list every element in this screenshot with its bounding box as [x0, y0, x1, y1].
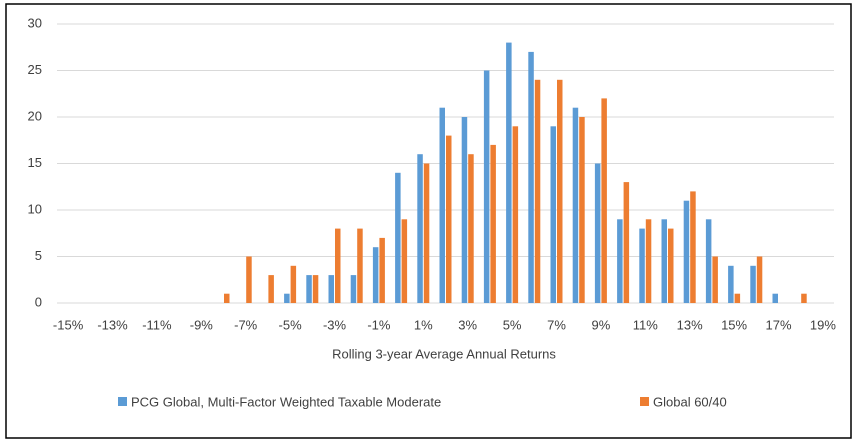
bar [224, 293, 230, 303]
bar [423, 163, 430, 303]
bar [268, 275, 274, 303]
bar [550, 126, 556, 303]
x-tick-label: 5% [503, 317, 522, 332]
bar [350, 275, 357, 303]
bar [335, 228, 341, 303]
x-tick-label: 11% [633, 317, 658, 332]
bar [623, 182, 630, 303]
bar [490, 144, 496, 303]
bar [357, 228, 363, 303]
bar [461, 117, 468, 303]
bar [572, 107, 579, 303]
bar [705, 219, 712, 303]
bar [284, 293, 290, 303]
bar [683, 200, 690, 303]
x-tick-label: -3% [323, 317, 347, 332]
bar [617, 219, 623, 303]
x-tick-label: 3% [458, 317, 477, 332]
bar [728, 265, 734, 303]
y-tick-label: 15 [28, 155, 42, 170]
bar [483, 70, 490, 303]
x-tick-label: -9% [190, 317, 214, 332]
bar [750, 265, 756, 303]
bar [801, 293, 807, 303]
bar [712, 256, 718, 303]
bar [534, 79, 541, 303]
x-tick-label: -13% [97, 317, 128, 332]
bar [528, 51, 534, 304]
y-tick-label: 10 [28, 201, 42, 216]
bar [512, 126, 519, 303]
bar [328, 275, 334, 303]
legend-label: Global 60/40 [653, 394, 727, 409]
x-axis-title: Rolling 3-year Average Annual Returns [332, 346, 556, 361]
bar [645, 219, 652, 303]
bar [290, 265, 297, 303]
bar [734, 293, 741, 303]
bar [594, 163, 601, 303]
x-tick-label: 13% [677, 317, 703, 332]
y-tick-label: 30 [28, 15, 42, 30]
bar [690, 191, 696, 303]
y-tick-label: 25 [28, 62, 42, 77]
bar [372, 247, 379, 303]
x-tick-label: -11% [142, 317, 172, 332]
x-tick-label: -5% [279, 317, 303, 332]
x-tick-label: 15% [721, 317, 747, 332]
bar [668, 228, 674, 303]
bar [306, 275, 312, 303]
x-tick-label: -7% [234, 317, 258, 332]
y-tick-label: 20 [28, 108, 42, 123]
bar [506, 42, 512, 303]
bar [579, 117, 585, 303]
bar [439, 107, 445, 303]
y-tick-label: 5 [35, 248, 42, 263]
x-tick-label: 17% [765, 317, 791, 332]
bar [756, 256, 763, 303]
legend-label: PCG Global, Multi-Factor Weighted Taxabl… [131, 394, 441, 409]
bar [772, 293, 778, 303]
legend-swatch [640, 397, 649, 406]
x-tick-label: 1% [414, 317, 433, 332]
x-tick-label: 9% [592, 317, 611, 332]
bar [468, 154, 474, 303]
x-tick-label: 19% [810, 317, 836, 332]
bar [417, 154, 423, 303]
x-tick-label: -15% [53, 317, 84, 332]
bar [312, 275, 319, 303]
bar [639, 228, 645, 303]
bar [246, 256, 252, 303]
bar [446, 135, 452, 303]
bar [601, 98, 607, 304]
y-tick-label: 0 [35, 294, 42, 309]
bar [379, 237, 385, 303]
bar [401, 219, 408, 303]
bar [557, 79, 563, 303]
bar [661, 219, 667, 303]
legend-swatch [118, 397, 127, 406]
x-tick-label: 7% [547, 317, 566, 332]
bar [395, 172, 401, 303]
x-tick-label: -1% [367, 317, 391, 332]
